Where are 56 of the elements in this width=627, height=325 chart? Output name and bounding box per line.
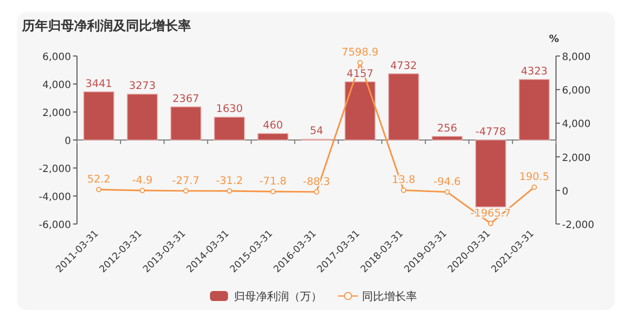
point	[488, 220, 494, 226]
y-tick-label: -2,000	[38, 164, 71, 175]
bar	[214, 116, 245, 140]
point	[183, 188, 189, 194]
data-label: 256	[437, 122, 458, 134]
data-label: 1630	[216, 103, 243, 116]
point	[140, 188, 146, 194]
bar	[432, 136, 463, 140]
data-label: 7598.9	[342, 46, 378, 59]
data-label: 3441	[85, 78, 112, 90]
y2-tick-label: 8,000	[562, 52, 591, 63]
legend-label: 归母净利润（万）	[234, 290, 322, 303]
data-label: 4323	[520, 65, 548, 78]
bar	[344, 81, 376, 140]
point	[270, 188, 276, 194]
data-label: 52.2	[87, 174, 110, 186]
y-tick-label: -4,000	[38, 192, 71, 203]
data-label: -71.8	[259, 176, 287, 188]
point	[226, 188, 232, 194]
y-tick-label: -6,000	[38, 220, 71, 231]
y2-tick-label: 4,000	[562, 119, 591, 130]
data-label: 4732	[390, 60, 417, 72]
y2-tick-label: 0	[562, 186, 568, 198]
data-label: 190.5	[519, 171, 550, 184]
y-tick-label: 6,000	[42, 52, 71, 63]
chart-title: 历年归母净利润及同比增长率	[21, 18, 191, 34]
data-label: -27.7	[172, 174, 200, 187]
bar	[83, 91, 114, 140]
y-tick-label: 0	[64, 136, 71, 147]
data-label: 2367	[172, 92, 200, 105]
y2-axis-title: %	[548, 34, 560, 45]
legend-label: 同比增长率	[362, 290, 417, 303]
point	[96, 186, 102, 192]
data-label: -31.2	[216, 174, 243, 187]
y-tick-label: 4,000	[42, 80, 71, 91]
point	[314, 189, 320, 195]
point	[357, 60, 363, 66]
bar	[475, 140, 506, 208]
data-label: -4.9	[132, 174, 153, 186]
data-label: 460	[262, 120, 283, 132]
bar	[388, 73, 419, 140]
bar	[170, 106, 202, 140]
y2-tick-label: 2,000	[562, 152, 591, 164]
bar	[518, 79, 550, 140]
y2-tick-label: 6,000	[562, 86, 591, 97]
y-tick-label: 2,000	[42, 108, 71, 119]
data-label: -4778	[475, 126, 506, 138]
point	[400, 187, 406, 193]
data-label: -94.6	[434, 176, 462, 188]
data-label: 3273	[128, 80, 156, 92]
data-label: 54	[310, 125, 324, 138]
bar	[126, 94, 158, 140]
point	[444, 189, 450, 195]
point	[532, 184, 537, 190]
y2-tick-label: -2,000	[562, 220, 594, 231]
bar	[258, 133, 288, 140]
